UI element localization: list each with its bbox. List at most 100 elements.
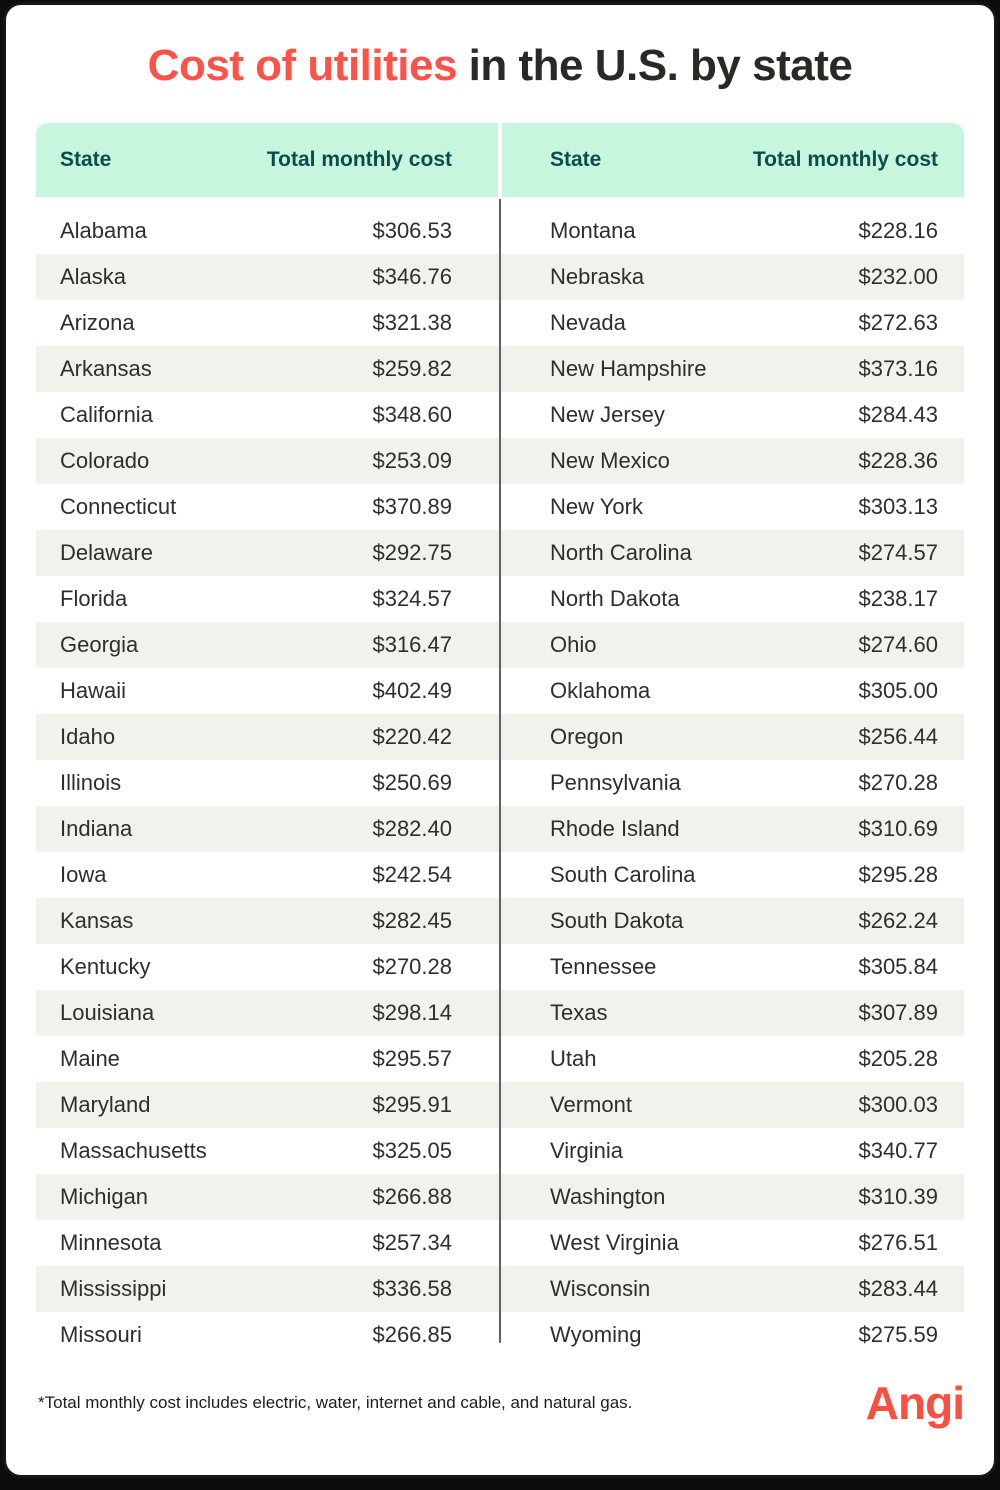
state-cost: $298.14	[372, 999, 452, 1025]
state-name: Pennsylvania	[550, 769, 681, 795]
body-column-divider	[499, 198, 501, 1343]
state-name: New Hampshire	[550, 355, 707, 381]
table-row: Arkansas $259.82	[36, 345, 500, 392]
table-row: Florida $324.57	[36, 576, 500, 622]
table-row: Illinois $250.69	[36, 760, 500, 806]
state-cost: $373.16	[858, 355, 938, 381]
state-cost: $336.58	[372, 1275, 452, 1301]
table-row: Vermont $300.03	[500, 1081, 964, 1128]
state-cost: $295.57	[372, 1045, 452, 1071]
table-row: Ohio $274.60	[500, 621, 964, 668]
table-row: Wyoming $275.59	[500, 1312, 964, 1358]
state-name: Nevada	[550, 309, 626, 335]
state-cost: $402.49	[372, 677, 452, 703]
table-row: New Jersey $284.43	[500, 392, 964, 438]
table-row: Arizona $321.38	[36, 300, 500, 346]
table-row: Hawaii $402.49	[36, 668, 500, 714]
table-row: Mississippi $336.58	[36, 1265, 500, 1312]
state-cost: $300.03	[858, 1091, 938, 1117]
state-cost: $370.89	[372, 493, 452, 519]
state-cost: $305.84	[858, 953, 938, 979]
table-row: Virginia $340.77	[500, 1128, 964, 1174]
state-name: Arizona	[60, 309, 135, 335]
table-row: Washington $310.39	[500, 1173, 964, 1220]
table-row: Maryland $295.91	[36, 1081, 500, 1128]
state-cost: $307.89	[858, 999, 938, 1025]
column-header-state: State	[60, 147, 112, 171]
state-name: Alaska	[60, 263, 127, 289]
state-name: New Mexico	[550, 447, 670, 473]
state-name: Louisiana	[60, 999, 155, 1025]
state-cost: $310.39	[858, 1183, 938, 1209]
state-name: Wisconsin	[550, 1275, 651, 1301]
table-row: Massachusetts $325.05	[36, 1128, 500, 1174]
state-cost: $242.54	[372, 861, 452, 887]
table-row: South Dakota $262.24	[500, 897, 964, 944]
table-row: Idaho $220.42	[36, 713, 500, 760]
utilities-table: State Total monthly cost State Total mon…	[36, 122, 964, 1358]
state-name: Massachusetts	[60, 1137, 207, 1163]
state-cost: $295.28	[858, 861, 938, 887]
state-name: Ohio	[550, 631, 597, 657]
state-cost: $306.53	[372, 217, 452, 243]
state-name: North Carolina	[550, 539, 692, 565]
table-row: Alaska $346.76	[36, 253, 500, 300]
state-cost: $262.24	[858, 907, 938, 933]
table-header-right-group: State Total monthly cost	[500, 123, 964, 197]
state-name: Iowa	[60, 861, 107, 887]
state-cost: $316.47	[372, 631, 452, 657]
state-cost: $283.44	[858, 1275, 938, 1301]
state-name: Oregon	[550, 723, 624, 749]
table-row: Montana $228.16	[500, 208, 964, 254]
table-row: Utah $205.28	[500, 1036, 964, 1082]
table-row: Missouri $266.85	[36, 1312, 500, 1358]
state-cost: $275.59	[858, 1321, 938, 1347]
state-name: Wyoming	[550, 1321, 642, 1347]
state-name: Texas	[550, 999, 608, 1025]
table-row: Nevada $272.63	[500, 300, 964, 346]
state-name: Mississippi	[60, 1275, 167, 1301]
state-cost: $305.00	[858, 677, 938, 703]
table-row: Connecticut $370.89	[36, 484, 500, 530]
table-row: Oregon $256.44	[500, 713, 964, 760]
table-row: Maine $295.57	[36, 1036, 500, 1082]
state-cost: $348.60	[372, 401, 452, 427]
state-name: South Carolina	[550, 861, 696, 887]
state-name: Tennessee	[550, 953, 657, 979]
page-title-rest: in the U.S. by state	[456, 41, 853, 90]
table-body: Alabama $306.53 Alaska $346.76 Arizona $321.3…	[36, 198, 964, 1358]
state-cost: $232.00	[858, 263, 938, 289]
state-name: Maine	[60, 1045, 120, 1071]
state-cost: $205.28	[858, 1045, 938, 1071]
state-name: Kansas	[60, 907, 134, 933]
state-cost: $346.76	[372, 263, 452, 289]
table-left-column: Alabama $306.53 Alaska $346.76 Arizona $321.3…	[36, 208, 500, 1358]
table-row: Michigan $266.88	[36, 1173, 500, 1220]
angi-logo: Angi	[865, 1376, 965, 1429]
table-row: West Virginia $276.51	[500, 1220, 964, 1266]
state-cost: $270.28	[858, 769, 938, 795]
table-row: North Dakota $238.17	[500, 576, 964, 622]
state-cost: $325.05	[372, 1137, 452, 1163]
state-cost: $284.43	[858, 401, 938, 427]
state-name: Rhode Island	[550, 815, 680, 841]
page-title: Cost of utilities in the U.S. by state	[6, 41, 994, 92]
state-cost: $295.91	[372, 1091, 452, 1117]
state-cost: $259.82	[372, 355, 452, 381]
table-header-left-group: State Total monthly cost	[36, 123, 500, 197]
state-name: North Dakota	[550, 585, 680, 611]
state-name: Kentucky	[60, 953, 151, 979]
state-cost: $253.09	[372, 447, 452, 473]
state-name: Idaho	[60, 723, 116, 749]
table-row: Louisiana $298.14	[36, 989, 500, 1036]
infographic-card: Cost of utilities in the U.S. by state S…	[3, 2, 997, 1478]
table-row: Nebraska $232.00	[500, 253, 964, 300]
state-cost: $310.69	[858, 815, 938, 841]
table-row: Minnesota $257.34	[36, 1220, 500, 1266]
table-row: New Mexico $228.36	[500, 437, 964, 484]
state-name: Indiana	[60, 815, 133, 841]
state-name: California	[60, 401, 153, 427]
state-name: Michigan	[60, 1183, 149, 1209]
page-title-accent: Cost of utilities	[147, 41, 458, 90]
state-name: Maryland	[60, 1091, 151, 1117]
